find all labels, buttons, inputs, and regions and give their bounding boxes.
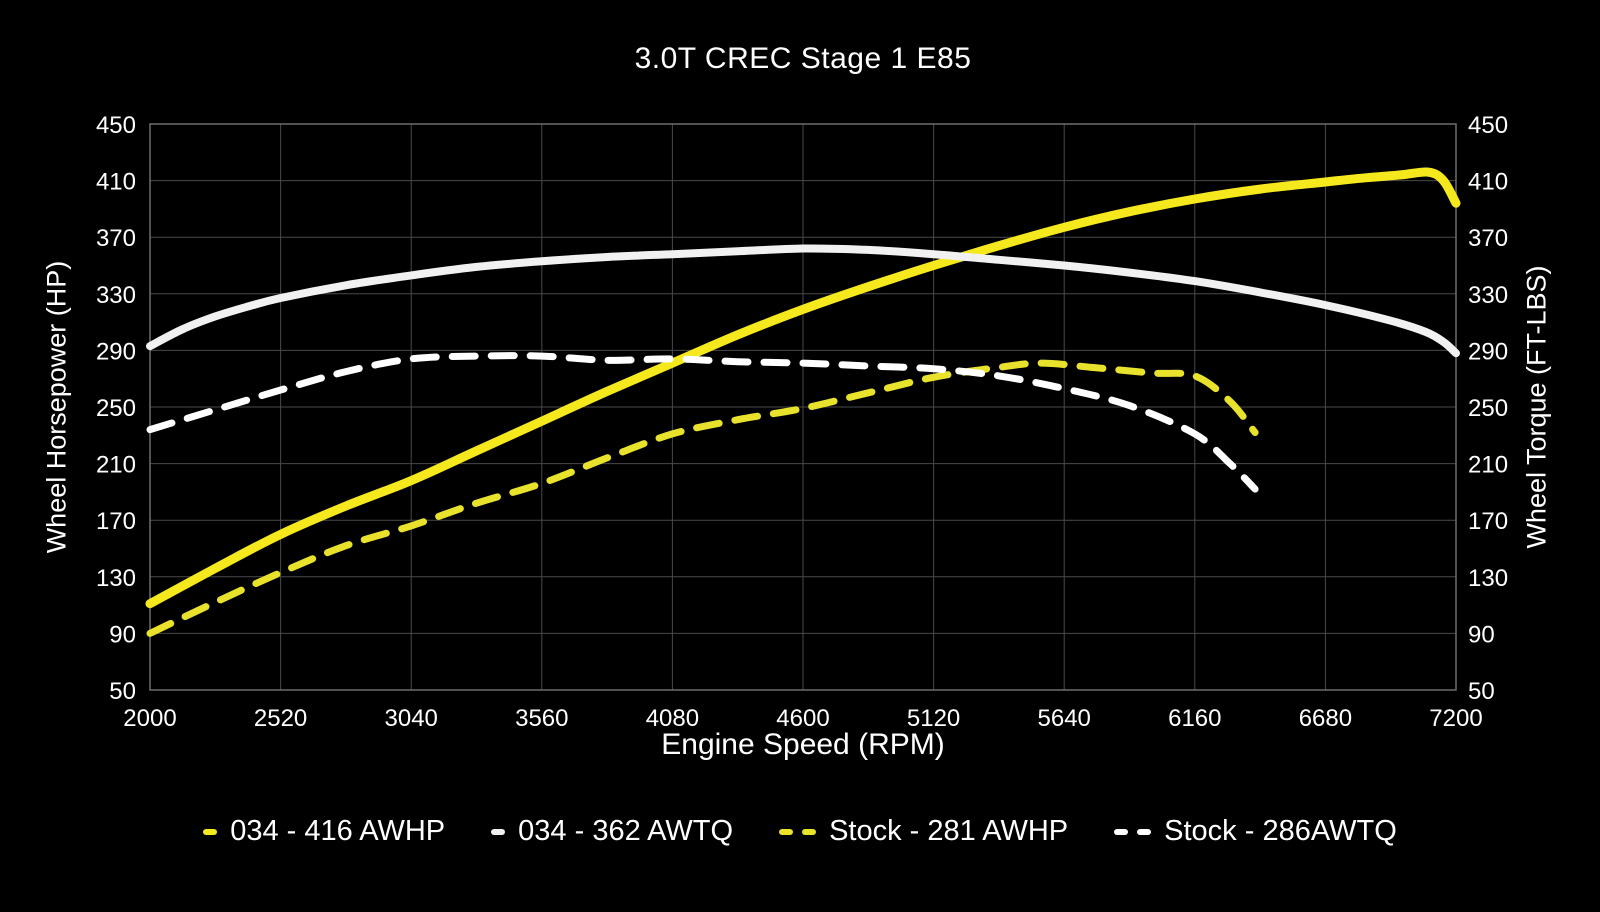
series-curve-1 — [146, 244, 1460, 358]
x-tick-label: 3560 — [515, 705, 568, 732]
x-tick-label: 5120 — [907, 705, 960, 732]
y-tick-label-right: 410 — [1468, 169, 1508, 196]
legend-label: Stock - 281 AWHP — [829, 815, 1069, 847]
y-tick-label-left: 130 — [96, 565, 136, 592]
series-curve-2 — [146, 359, 1259, 637]
series-curve-3 — [146, 352, 1259, 493]
y-tick-label-left: 90 — [109, 621, 136, 648]
legend-dashed-line-icon — [779, 828, 817, 835]
y-tick-label-right: 130 — [1468, 565, 1508, 592]
y-tick-label-left: 290 — [96, 338, 136, 365]
plot-border — [149, 123, 1457, 691]
legend-item-0: 034 - 416 AWHP — [203, 815, 445, 848]
y-tick-label-left: 170 — [96, 508, 136, 535]
y-tick-label-right: 50 — [1468, 678, 1495, 705]
chart-title: 3.0T CREC Stage 1 E85 — [634, 42, 972, 75]
y-tick-label-left: 410 — [96, 169, 136, 196]
legend-item-2: Stock - 281 AWHP — [779, 815, 1068, 848]
y-axis-label-right: Wheel Torque (FT-LBS) — [1521, 265, 1552, 549]
y-tick-label-right: 170 — [1468, 508, 1508, 535]
y-tick-label-right: 450 — [1468, 112, 1508, 139]
y-tick-label-left: 50 — [109, 678, 136, 705]
y-tick-label-right: 330 — [1468, 282, 1508, 309]
x-tick-label: 4080 — [646, 705, 699, 732]
x-tick-label: 6160 — [1168, 705, 1221, 732]
legend-item-3: Stock - 286AWTQ — [1114, 815, 1397, 848]
x-tick-label: 6680 — [1299, 705, 1352, 732]
chart-legend: 034 - 416 AWHP 034 - 362 AWTQ Stock - 281 … — [0, 815, 1600, 848]
legend-solid-line-icon — [491, 828, 506, 835]
y-tick-label-left: 250 — [96, 395, 136, 422]
x-tick-label: 3040 — [385, 705, 438, 732]
y-tick-label-left: 370 — [96, 225, 136, 252]
y-tick-label-right: 370 — [1468, 225, 1508, 252]
y-tick-label-left: 330 — [96, 282, 136, 309]
y-tick-label-right: 250 — [1468, 395, 1508, 422]
legend-label: 034 - 362 AWTQ — [518, 815, 734, 847]
legend-item-1: 034 - 362 AWTQ — [491, 815, 733, 848]
y-tick-label-right: 90 — [1468, 621, 1495, 648]
legend-dashed-line-icon — [1114, 828, 1152, 835]
x-tick-label: 7200 — [1429, 705, 1482, 732]
legend-solid-line-icon — [203, 828, 218, 835]
x-axis-label: Engine Speed (RPM) — [661, 728, 945, 761]
legend-label: 034 - 416 AWHP — [230, 815, 446, 847]
x-tick-label: 4600 — [776, 705, 829, 732]
x-tick-label: 2000 — [123, 705, 176, 732]
legend-label: Stock - 286AWTQ — [1164, 815, 1397, 847]
y-tick-label-right: 290 — [1468, 338, 1508, 365]
y-tick-label-left: 450 — [96, 112, 136, 139]
x-tick-label: 5640 — [1038, 705, 1091, 732]
y-axis-label-left: Wheel Horsepower (HP) — [41, 260, 72, 554]
y-tick-label-right: 210 — [1468, 452, 1508, 479]
series-curve-0 — [145, 167, 1461, 609]
y-tick-label-left: 210 — [96, 452, 136, 479]
x-tick-label: 2520 — [254, 705, 307, 732]
